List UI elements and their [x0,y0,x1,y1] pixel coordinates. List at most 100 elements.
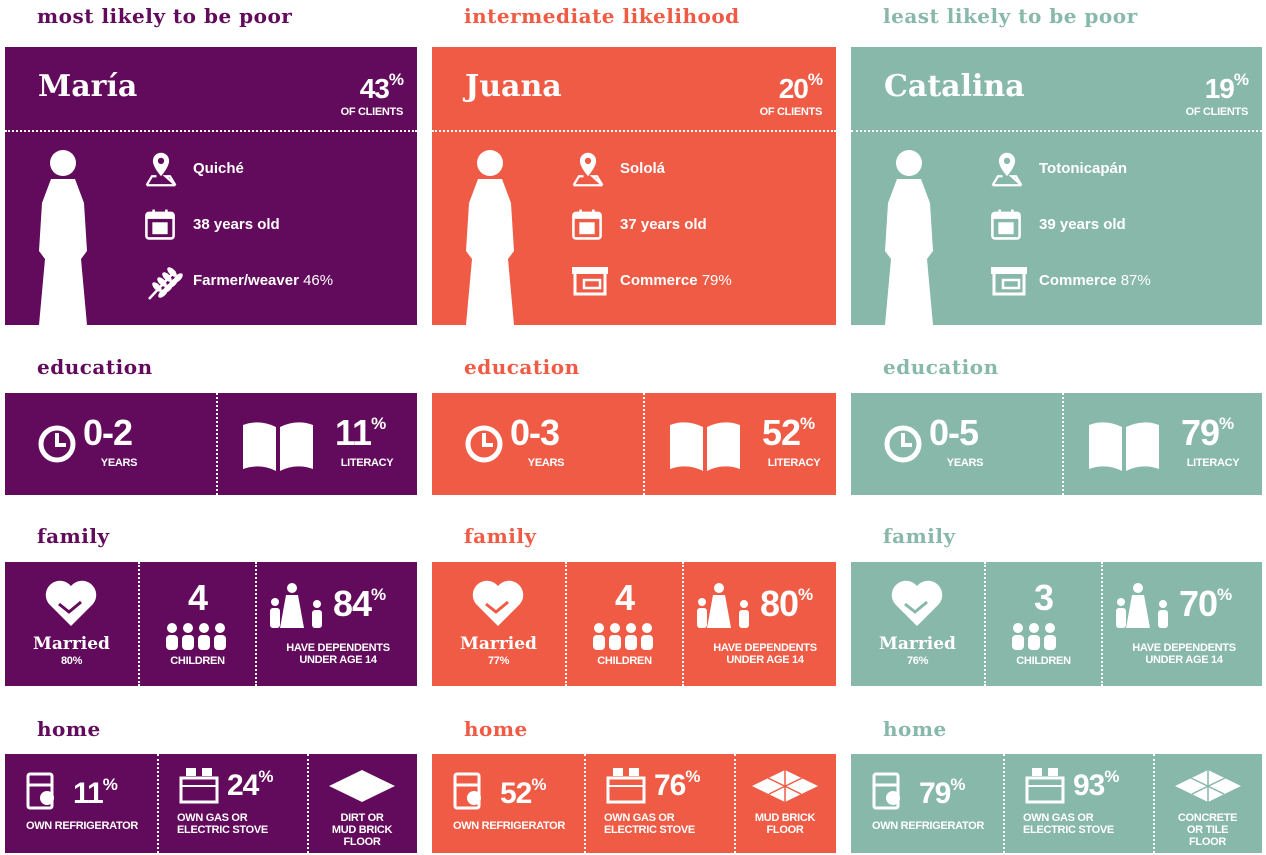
fridge-icon-part [871,771,903,811]
divider [432,130,836,132]
refrigerator-unit: % [950,775,964,794]
literacy-unit: % [1219,414,1233,433]
divider [1101,562,1103,686]
heart-icon-part [473,581,523,626]
pin-icon-part [1004,158,1010,164]
marital-share: 76% [851,655,984,667]
stove-value: 93 [1073,769,1104,802]
client-share-unit: % [389,70,403,89]
children-label: CHILDREN [140,655,255,667]
children-icon-part [198,635,210,650]
pin-icon-part [574,176,603,185]
family-icon-part [714,583,724,593]
age-text: 39 years old [1039,216,1126,233]
family-icon [267,582,329,635]
floor-icon [1173,768,1243,809]
refrigerator-unit: % [103,775,117,794]
stove-value: 24 [227,769,258,802]
family-icon-part [267,582,329,630]
cal-icon-part [998,210,1001,216]
place-text: Sololá [620,160,665,177]
family-box: Married80%4CHILDREN84%HAVE DEPENDENTS UN… [5,562,417,686]
heart-icon [43,578,99,633]
client-share-unit: % [808,70,822,89]
silhouette-part [450,143,530,325]
children-icon [1010,622,1074,657]
fridge-icon [452,771,484,816]
stove-unit: % [685,767,699,786]
refrigerator: 11% [73,776,117,812]
cal-icon [570,207,604,246]
children-icon-part [215,623,225,633]
floor-icon [750,768,820,809]
children-icon-part [1013,623,1023,633]
section-heading: family [464,524,537,548]
family-icon-part [280,595,304,628]
divider [1153,754,1155,853]
education-box: 0-3YEARS52%LITERACY [432,393,836,495]
cal-icon-part [579,210,582,216]
pin-icon-part [585,158,591,164]
divider [1003,754,1005,853]
cal-icon-part [146,213,173,219]
refrigerator-value: 79 [919,777,950,810]
shop-icon [570,263,610,302]
silhouette-part [50,150,76,176]
occupation-text: Farmer/weaver 46% [193,272,333,289]
shop-icon-part [570,263,610,297]
stove-icon-part [1027,778,1063,802]
pin-icon [989,151,1025,192]
silhouette [23,143,103,330]
wheat-icon-part [143,263,183,303]
place-text: Totonicapán [1039,160,1127,177]
dependents-value: 84 [333,583,371,624]
stove-icon-part [181,778,217,802]
clock-icon [464,424,504,469]
stove-icon-part [1023,764,1067,804]
children-count: 3 [986,580,1101,616]
home-box: 11%OWN REFRIGERATOR24%OWN GAS OR ELECTRI… [5,754,417,853]
family-icon-part [1117,598,1125,606]
column-heading: least likely to be poor [883,4,1138,28]
client-name: Catalina [884,69,1025,104]
dependents-unit: % [371,585,385,604]
clock-icon-part [883,424,923,464]
children-icon-part [591,622,655,652]
divider [584,754,586,853]
column-heading: intermediate likelihood [464,4,740,28]
silhouette-part [896,150,922,176]
pin-icon-part [153,153,169,176]
literacy-unit: % [371,414,385,433]
literacy-value: 79 [1181,412,1219,453]
book-icon [239,417,317,478]
stove-unit: % [258,767,272,786]
stove: 93% [1073,768,1119,804]
age: 38 years old [193,216,280,233]
children-icon-part [1029,623,1039,633]
children-icon-part [626,623,636,633]
children-icon-part [167,623,177,633]
dependents-label: HAVE DEPENDENTS UNDER AGE 14 [1113,642,1255,666]
floor-icon-part [329,770,395,802]
dependents: 84% [333,586,385,622]
occupation-text: Commerce 79% [620,272,732,289]
floor-label: DIRT OR MUD BRICK FLOOR [327,812,397,848]
stove-icon-part [1048,768,1058,776]
book-icon-part [670,422,740,471]
children-label: CHILDREN [986,655,1101,667]
years: 0-3 [510,415,559,451]
section-heading: education [37,355,153,379]
clock-icon-part [464,424,504,464]
family-icon-part [740,600,748,608]
heart-icon-part [46,581,96,626]
divider [216,393,218,495]
age-text: 37 years old [620,216,707,233]
infographic: most likely to be poorMaría43%OF CLIENTS… [0,0,1266,855]
section-heading: family [37,524,110,548]
home-box: 52%OWN REFRIGERATOR76%OWN GAS OR ELECTRI… [432,754,836,853]
children-count: 4 [567,580,682,616]
pin-icon-part [143,151,179,187]
children-icon [591,622,655,657]
